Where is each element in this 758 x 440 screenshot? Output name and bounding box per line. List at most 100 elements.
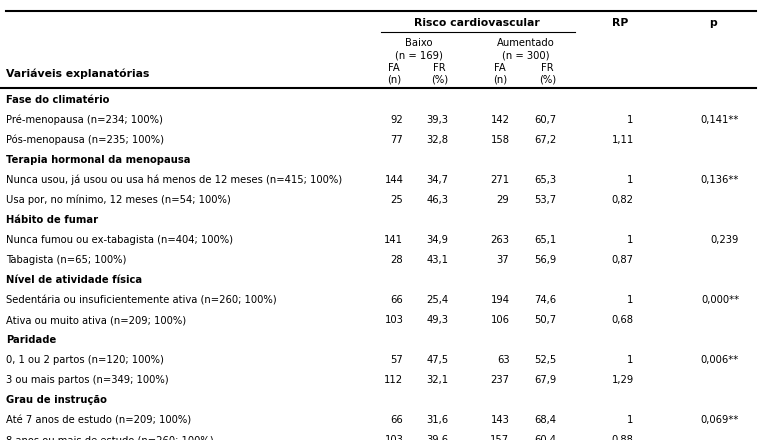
Text: 25: 25 [390, 195, 403, 205]
Text: Terapia hormonal da menopausa: Terapia hormonal da menopausa [6, 155, 190, 165]
Text: Pós-menopausa (n=235; 100%): Pós-menopausa (n=235; 100%) [6, 135, 164, 145]
Text: 142: 142 [490, 115, 509, 125]
Text: Hábito de fumar: Hábito de fumar [6, 215, 99, 225]
Text: 271: 271 [490, 175, 509, 185]
Text: 47,5: 47,5 [427, 355, 449, 365]
Text: 1: 1 [628, 175, 634, 185]
Text: FR: FR [434, 63, 446, 73]
Text: 143: 143 [490, 415, 509, 425]
Text: 158: 158 [490, 135, 509, 145]
Text: Nunca fumou ou ex-tabagista (n=404; 100%): Nunca fumou ou ex-tabagista (n=404; 100%… [6, 235, 233, 245]
Text: Variáveis explanatórias: Variáveis explanatórias [6, 69, 149, 79]
Text: 46,3: 46,3 [427, 195, 449, 205]
Text: 0,68: 0,68 [612, 315, 634, 325]
Text: 65,1: 65,1 [534, 235, 556, 245]
Text: Grau de instrução: Grau de instrução [6, 395, 107, 405]
Text: 0, 1 ou 2 partos (n=120; 100%): 0, 1 ou 2 partos (n=120; 100%) [6, 355, 164, 365]
Text: 49,3: 49,3 [427, 315, 449, 325]
Text: 8 anos ou mais de estudo (n=260; 100%): 8 anos ou mais de estudo (n=260; 100%) [6, 435, 214, 440]
Text: p: p [709, 18, 716, 28]
Text: 144: 144 [384, 175, 403, 185]
Text: Risco cardiovascular: Risco cardiovascular [414, 18, 540, 28]
Text: FA: FA [494, 63, 506, 73]
Text: 0,87: 0,87 [612, 255, 634, 265]
Text: 0,88: 0,88 [612, 435, 634, 440]
Text: 67,2: 67,2 [534, 135, 556, 145]
Text: 106: 106 [490, 315, 509, 325]
Text: 0,136**: 0,136** [700, 175, 739, 185]
Text: RP: RP [612, 18, 628, 28]
Text: 68,4: 68,4 [534, 415, 556, 425]
Text: 103: 103 [384, 315, 403, 325]
Text: (n): (n) [493, 74, 507, 84]
Text: 1: 1 [628, 115, 634, 125]
Text: 65,3: 65,3 [534, 175, 556, 185]
Text: 263: 263 [490, 235, 509, 245]
Text: 28: 28 [390, 255, 403, 265]
Text: Até 7 anos de estudo (n=209; 100%): Até 7 anos de estudo (n=209; 100%) [6, 415, 191, 425]
Text: Tabagista (n=65; 100%): Tabagista (n=65; 100%) [6, 255, 127, 265]
Text: 34,7: 34,7 [427, 175, 449, 185]
Text: 0,141**: 0,141** [700, 115, 739, 125]
Text: 32,8: 32,8 [427, 135, 449, 145]
Text: 32,1: 32,1 [427, 375, 449, 385]
Text: 67,9: 67,9 [534, 375, 556, 385]
Text: 29: 29 [496, 195, 509, 205]
Text: 1,11: 1,11 [612, 135, 634, 145]
Text: 53,7: 53,7 [534, 195, 556, 205]
Text: Fase do climatério: Fase do climatério [6, 95, 109, 105]
Text: 3 ou mais partos (n=349; 100%): 3 ou mais partos (n=349; 100%) [6, 375, 169, 385]
Text: 103: 103 [384, 435, 403, 440]
Text: (%): (%) [539, 74, 556, 84]
Text: (%): (%) [431, 74, 448, 84]
Text: 112: 112 [384, 375, 403, 385]
Text: Nível de atividade física: Nível de atividade física [6, 275, 143, 285]
Text: 60,7: 60,7 [534, 115, 556, 125]
Text: FR: FR [541, 63, 553, 73]
Text: Usa por, no mínimo, 12 meses (n=54; 100%): Usa por, no mínimo, 12 meses (n=54; 100%… [6, 195, 231, 205]
Text: 74,6: 74,6 [534, 295, 556, 305]
Text: 39,3: 39,3 [427, 115, 449, 125]
Text: 0,82: 0,82 [612, 195, 634, 205]
Text: 0,000**: 0,000** [701, 295, 739, 305]
Text: 39,6: 39,6 [427, 435, 449, 440]
Text: 34,9: 34,9 [427, 235, 449, 245]
Text: 1: 1 [628, 355, 634, 365]
Text: 0,239: 0,239 [711, 235, 739, 245]
Text: Paridade: Paridade [6, 335, 56, 345]
Text: 50,7: 50,7 [534, 315, 556, 325]
Text: 92: 92 [390, 115, 403, 125]
Text: Sedentária ou insuficientemente ativa (n=260; 100%): Sedentária ou insuficientemente ativa (n… [6, 295, 277, 305]
Text: 1,29: 1,29 [612, 375, 634, 385]
Text: (n = 169): (n = 169) [395, 50, 443, 60]
Text: 52,5: 52,5 [534, 355, 556, 365]
Text: 141: 141 [384, 235, 403, 245]
Text: (n): (n) [387, 74, 401, 84]
Text: 31,6: 31,6 [427, 415, 449, 425]
Text: 157: 157 [490, 435, 509, 440]
Text: 77: 77 [390, 135, 403, 145]
Text: Nunca usou, já usou ou usa há menos de 12 meses (n=415; 100%): Nunca usou, já usou ou usa há menos de 1… [6, 175, 342, 185]
Text: 43,1: 43,1 [427, 255, 449, 265]
Text: Pré-menopausa (n=234; 100%): Pré-menopausa (n=234; 100%) [6, 115, 163, 125]
Text: 194: 194 [490, 295, 509, 305]
Text: 0,069**: 0,069** [700, 415, 739, 425]
Text: 56,9: 56,9 [534, 255, 556, 265]
Text: Ativa ou muito ativa (n=209; 100%): Ativa ou muito ativa (n=209; 100%) [6, 315, 186, 325]
Text: 66: 66 [390, 295, 403, 305]
Text: 237: 237 [490, 375, 509, 385]
Text: 57: 57 [390, 355, 403, 365]
Text: 37: 37 [496, 255, 509, 265]
Text: 1: 1 [628, 295, 634, 305]
Text: 1: 1 [628, 415, 634, 425]
Text: 25,4: 25,4 [427, 295, 449, 305]
Text: 60,4: 60,4 [534, 435, 556, 440]
Text: 1: 1 [628, 235, 634, 245]
Text: Aumentado: Aumentado [497, 38, 555, 48]
Text: 0,006**: 0,006** [701, 355, 739, 365]
Text: FA: FA [388, 63, 400, 73]
Text: 66: 66 [390, 415, 403, 425]
Text: 63: 63 [496, 355, 509, 365]
Text: (n = 300): (n = 300) [503, 50, 550, 60]
Text: Baixo: Baixo [406, 38, 433, 48]
